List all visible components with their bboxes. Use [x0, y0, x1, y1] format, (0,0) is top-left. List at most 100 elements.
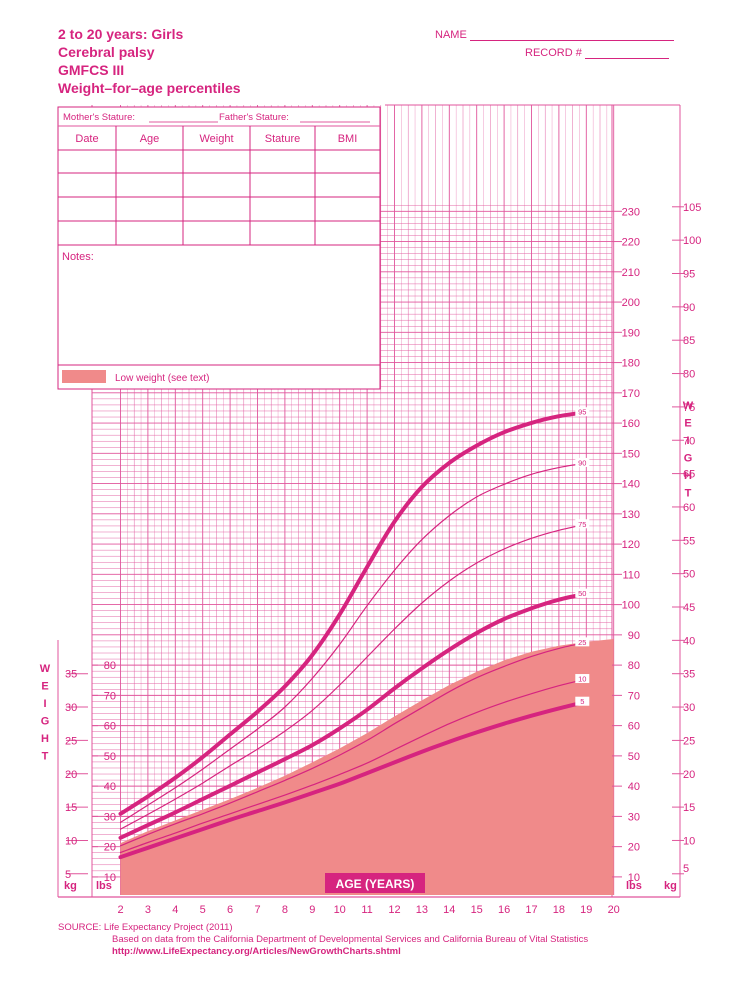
left-weight-letter: T [42, 751, 49, 763]
lbs-tick-label: 230 [622, 206, 640, 218]
name-line[interactable] [469, 28, 674, 41]
source-note: SOURCE: Life Expectancy Project (2011) B… [58, 922, 588, 958]
source-line-1: SOURCE: Life Expectancy Project (2011) [58, 922, 233, 933]
x-tick-label: 18 [553, 904, 565, 916]
lbs-tick-label: 150 [622, 448, 640, 460]
kg-tick-label: 50 [683, 569, 695, 581]
kg-tick-label: 55 [683, 535, 695, 547]
left-kg-tick-label: 30 [65, 702, 77, 714]
percentile-label-bg [575, 637, 590, 647]
right-weight-letter: H [684, 470, 692, 482]
lbs-tick-label: 210 [622, 267, 640, 279]
lbs-tick-label: 20 [628, 842, 640, 854]
kg-tick-label: 105 [683, 202, 701, 214]
x-axis-title: AGE (YEARS) [336, 877, 415, 891]
column-header-age: Age [140, 133, 160, 145]
lbs-tick-label: 190 [622, 327, 640, 339]
kg-tick-label: 95 [683, 269, 695, 281]
right-weight-letter: E [684, 418, 691, 430]
unit-lbs-left: lbs [96, 880, 112, 892]
percentile-curve-95 [118, 410, 589, 816]
x-tick-label: 5 [200, 904, 206, 916]
x-tick-label: 9 [309, 904, 315, 916]
left-weight-letter: W [40, 663, 51, 675]
column-header-weight: Weight [199, 133, 233, 145]
kg-tick-label: 75 [683, 402, 695, 414]
lbs-tick-label: 200 [622, 297, 640, 309]
column-header-bmi: BMI [338, 133, 358, 145]
percentile-label-bg [575, 457, 590, 467]
percentile-curve-90 [119, 462, 587, 823]
kg-tick-label: 25 [683, 735, 695, 747]
left-lbs-tick-label: 50 [104, 751, 116, 763]
percentile-label-5: 5 [580, 697, 584, 706]
x-tick-label: 13 [416, 904, 428, 916]
x-tick-label: 7 [254, 904, 260, 916]
left-lbs-tick-label: 60 [104, 721, 116, 733]
percentile-curves: 5 10 25 50 75 90 95 [118, 407, 590, 860]
lbs-tick-label: 70 [628, 690, 640, 702]
right-weight-letter: I [686, 435, 689, 447]
lbs-tick-label: 170 [622, 388, 640, 400]
x-tick-label: 19 [580, 904, 592, 916]
record-table: Mother's Stature: Father's Stature: Date Ag… [57, 106, 381, 390]
right-weight-letter: W [683, 400, 694, 412]
x-tick-label: 16 [498, 904, 510, 916]
kg-tick-label: 60 [683, 502, 695, 514]
record-field[interactable]: RECORD # [525, 46, 669, 59]
chart-title-block: 2 to 20 years: Girls Cerebral palsy GMFC… [58, 25, 241, 97]
right-weight-letter: G [684, 453, 693, 465]
name-field[interactable]: NAME [435, 28, 674, 41]
x-tick-label: 12 [388, 904, 400, 916]
kg-tick-label: 20 [683, 769, 695, 781]
x-tick-label: 6 [227, 904, 233, 916]
legend-label: Low weight (see text) [115, 373, 210, 384]
record-line[interactable] [584, 46, 669, 59]
kg-tick-label: 10 [683, 835, 695, 847]
kg-tick-label: 80 [683, 369, 695, 381]
lbs-tick-label: 40 [628, 781, 640, 793]
unit-lbs-right: lbs [626, 880, 642, 892]
percentile-curve-25 [119, 641, 587, 847]
kg-tick-label: 70 [683, 435, 695, 447]
kg-tick-label: 35 [683, 669, 695, 681]
lbs-tick-label: 220 [622, 237, 640, 249]
percentile-curve-10 [119, 678, 587, 854]
lbs-tick-label: 50 [628, 751, 640, 763]
kg-tick-label: 65 [683, 469, 695, 481]
kg-tick-label: 15 [683, 802, 695, 814]
percentile-label-95: 95 [578, 408, 586, 417]
left-weight-letter: I [43, 698, 46, 710]
source-url[interactable]: http://www.LifeExpectancy.org/Articles/N… [112, 946, 401, 957]
lbs-tick-label: 180 [622, 358, 640, 370]
lbs-tick-label: 160 [622, 418, 640, 430]
percentile-label-bg [575, 588, 590, 598]
record-table-panel [57, 106, 381, 390]
percentile-label-10: 10 [578, 675, 586, 684]
x-tick-label: 14 [443, 904, 455, 916]
percentile-label-bg [575, 696, 590, 706]
left-kg-tick-label: 35 [65, 669, 77, 681]
left-lbs-tick-label: 80 [104, 660, 116, 672]
left-lbs-tick-label: 30 [104, 811, 116, 823]
column-header-stature: Stature [265, 133, 300, 145]
title-gmfcs-level: GMFCS III [58, 62, 125, 78]
father-stature-label: Father's Stature: [219, 112, 289, 123]
x-tick-label: 3 [145, 904, 151, 916]
lbs-tick-label: 60 [628, 721, 640, 733]
lbs-tick-label: 10 [628, 872, 640, 884]
percentile-curve-5 [118, 699, 589, 860]
percentile-curve-50 [118, 591, 589, 840]
right-weight-letter: T [685, 488, 692, 500]
name-label: NAME [435, 29, 467, 41]
percentile-label-bg [575, 674, 590, 684]
percentile-label-90: 90 [578, 458, 586, 467]
percentile-label-bg [575, 519, 590, 529]
lbs-tick-label: 130 [622, 509, 640, 521]
title-condition: Cerebral palsy [58, 44, 155, 60]
lbs-tick-label: 30 [628, 811, 640, 823]
x-axis-title-box [325, 873, 425, 893]
left-lbs-tick-label: 10 [104, 872, 116, 884]
kg-tick-label: 40 [683, 635, 695, 647]
